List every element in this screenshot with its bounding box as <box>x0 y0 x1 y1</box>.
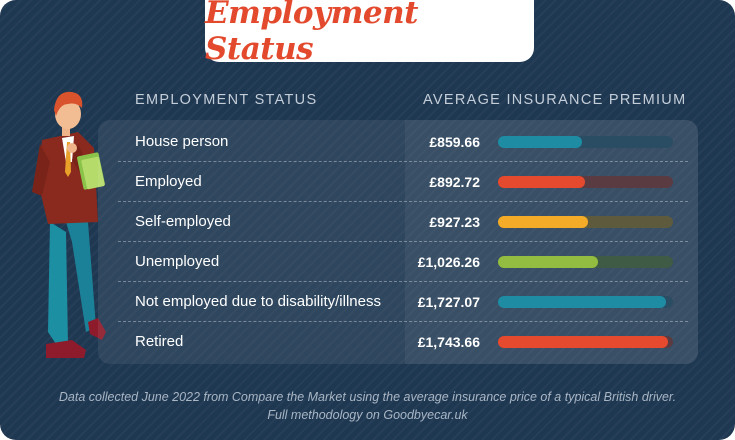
row-divider <box>118 241 688 242</box>
value-label: £1,743.66 <box>417 334 480 350</box>
bar-track <box>498 336 673 348</box>
category-label: Unemployed <box>135 253 220 270</box>
table-row: House person £859.66 <box>118 122 688 162</box>
row-divider <box>118 281 688 282</box>
bar-track <box>498 136 673 148</box>
bar-track <box>498 176 673 188</box>
value-panel <box>405 120 698 364</box>
category-label: Self-employed <box>135 213 231 230</box>
title-banner: Employment Status <box>205 0 534 67</box>
page-title: Employment Status <box>205 0 418 67</box>
footnote-line-1: Data collected June 2022 from Compare th… <box>58 390 677 404</box>
table-panel <box>98 120 698 364</box>
category-label: House person <box>135 133 229 150</box>
value-label: £1,026.26 <box>417 254 480 270</box>
bar-track <box>498 256 673 268</box>
value-column-header: AVERAGE INSURANCE PREMIUM <box>423 92 687 108</box>
footnote: Data collected June 2022 from Compare th… <box>20 388 715 424</box>
bar <box>498 136 582 148</box>
table-row: Retired £1,743.66 <box>118 322 688 362</box>
category-column-header: EMPLOYMENT STATUS <box>135 92 318 108</box>
category-label: Not employed due to disability/illness <box>135 293 381 310</box>
bar-track <box>498 296 673 308</box>
row-divider <box>118 201 688 202</box>
row-divider <box>118 321 688 322</box>
bar <box>498 336 668 348</box>
value-label: £892.72 <box>429 174 480 190</box>
bar <box>498 176 585 188</box>
value-label: £927.23 <box>429 214 480 230</box>
table-row: Employed £892.72 <box>118 162 688 202</box>
bar-track <box>498 216 673 228</box>
bar <box>498 216 589 228</box>
table-row: Unemployed £1,026.26 <box>118 242 688 282</box>
category-label: Retired <box>135 333 184 350</box>
bar <box>498 296 666 308</box>
footnote-line-2: Full methodology on Goodbyecar.uk <box>267 408 468 422</box>
table-row: Not employed due to disability/illness £1… <box>118 282 688 322</box>
value-label: £1,727.07 <box>417 294 480 310</box>
row-divider <box>118 161 688 162</box>
category-label: Employed <box>135 173 202 190</box>
bar <box>498 256 598 268</box>
table-row: Self-employed £927.23 <box>118 202 688 242</box>
man-with-folder-illustration <box>32 91 106 358</box>
value-label: £859.66 <box>429 134 480 150</box>
